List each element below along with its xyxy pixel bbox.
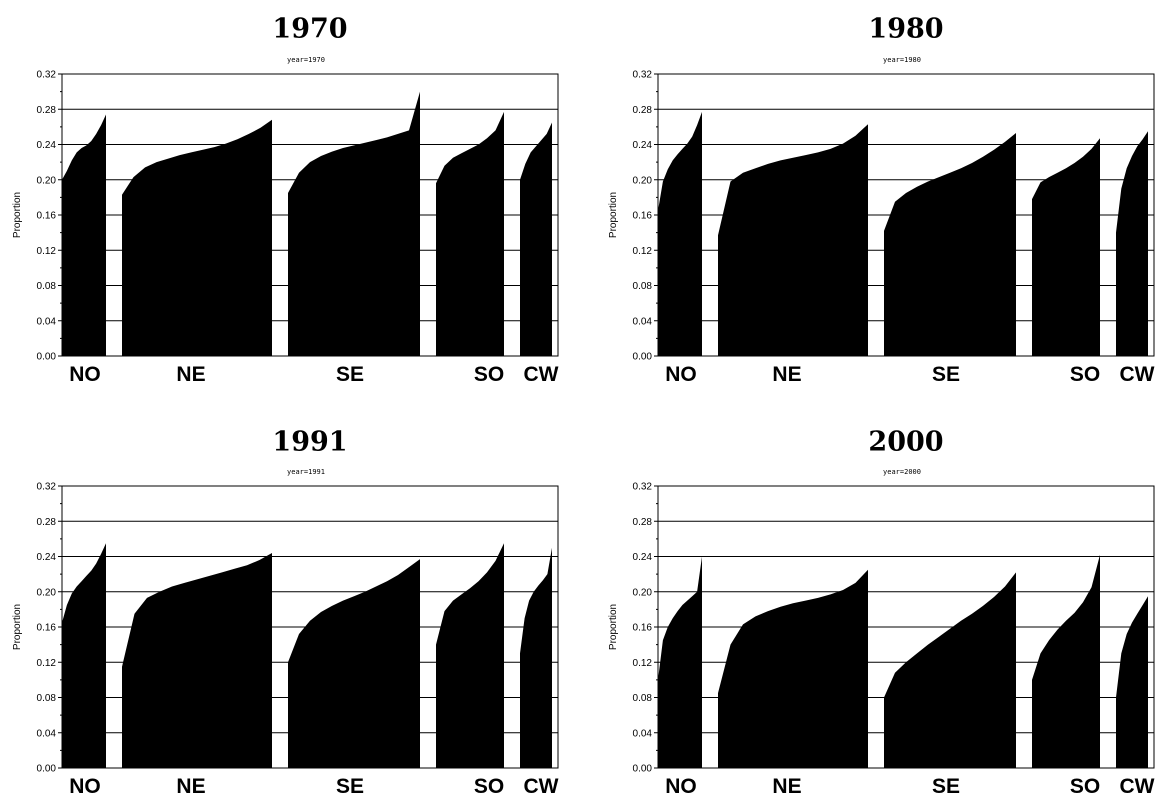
region-label-cw: CW [1120, 775, 1155, 798]
y-tick-label: 0.32 [633, 70, 653, 81]
y-tick-label: 0.32 [633, 482, 653, 493]
region-label-no: NO [665, 775, 697, 798]
y-tick-label: 0.32 [37, 482, 57, 493]
y-tick-label: 0.32 [37, 70, 57, 81]
series-shape-ne [718, 569, 868, 768]
y-axis-label: Proportion [608, 604, 619, 650]
y-tick-label: 0.20 [633, 587, 653, 598]
y-tick-label: 0.00 [633, 764, 653, 775]
series-shape-no [658, 556, 702, 768]
region-label-ne: NE [772, 363, 801, 386]
y-tick-label: 0.12 [37, 658, 57, 669]
series-shape-so [1032, 554, 1100, 768]
region-label-so: SO [474, 775, 504, 798]
y-tick-label: 0.04 [633, 728, 653, 739]
chart-title: 2000 [868, 427, 943, 458]
y-tick-label: 0.16 [37, 211, 57, 222]
y-tick-label: 0.08 [37, 281, 57, 292]
y-tick-label: 0.28 [633, 105, 653, 116]
chart-subtitle: year=1991 [287, 468, 325, 476]
series-shape-se [884, 572, 1016, 768]
region-label-so: SO [1070, 775, 1100, 798]
y-tick-label: 0.28 [633, 517, 653, 528]
region-label-no: NO [665, 363, 697, 386]
y-tick-label: 0.20 [37, 175, 57, 186]
chart-panel-2: 1991 year=1991 0.00 0.04 0.08 0.12 0.16 0.20 0.2… [12, 427, 559, 799]
y-tick-label: 0.20 [633, 175, 653, 186]
y-tick-label: 0.04 [37, 316, 57, 327]
plot-frame [61, 485, 559, 769]
series-shape-no [658, 111, 702, 357]
plot-frame [657, 485, 1155, 769]
y-tick-label: 0.12 [633, 658, 653, 669]
region-label-cw: CW [524, 363, 559, 386]
y-tick-label: 0.00 [37, 352, 57, 363]
region-label-ne: NE [176, 363, 205, 386]
y-tick-label: 0.00 [37, 764, 57, 775]
chart-subtitle: year=1970 [287, 56, 325, 64]
y-tick-label: 0.28 [37, 105, 57, 116]
region-label-se: SE [336, 363, 364, 386]
series-shape-se [884, 133, 1016, 356]
series-shape-ne [122, 553, 272, 768]
chart-panel-0: 1970 year=1970 0.00 0.04 0.08 0.12 0.16 0.20 0.2… [12, 14, 559, 387]
plot-frame [61, 73, 559, 357]
y-tick-label: 0.16 [633, 623, 653, 634]
y-tick-label: 0.16 [633, 211, 653, 222]
series-shape-ne [718, 124, 868, 356]
region-label-se: SE [932, 775, 960, 798]
chart-panel-3: 2000 year=2000 0.00 0.04 0.08 0.12 0.16 0.20 0.2… [608, 427, 1155, 799]
series-shape-so [1032, 138, 1100, 356]
region-label-cw: CW [524, 775, 559, 798]
series-shape-se [288, 559, 420, 768]
chart-panel-1: 1980 year=1980 0.00 0.04 0.08 0.12 0.16 0.20 0.2… [608, 14, 1155, 387]
y-axis-label: Proportion [12, 604, 23, 650]
region-label-ne: NE [176, 775, 205, 798]
y-tick-label: 0.12 [633, 246, 653, 257]
plot-frame [657, 73, 1155, 357]
y-tick-label: 0.16 [37, 623, 57, 634]
y-tick-label: 0.24 [633, 140, 653, 151]
chart-subtitle: year=2000 [883, 468, 921, 476]
region-label-no: NO [69, 363, 101, 386]
region-label-ne: NE [772, 775, 801, 798]
y-tick-label: 0.04 [633, 316, 653, 327]
region-label-se: SE [932, 363, 960, 386]
y-tick-label: 0.04 [37, 728, 57, 739]
y-axis-label: Proportion [608, 192, 619, 238]
y-tick-label: 0.12 [37, 246, 57, 257]
series-shape-no [62, 114, 106, 356]
series-shape-cw [1116, 131, 1148, 356]
chart-title: 1980 [868, 14, 943, 45]
region-label-no: NO [69, 775, 101, 798]
y-axis-label: Proportion [12, 192, 23, 238]
series-shape-so [436, 111, 504, 357]
y-tick-label: 0.08 [37, 693, 57, 704]
chart-title: 1970 [272, 14, 347, 45]
series-shape-so [436, 543, 504, 768]
series-shape-se [288, 91, 420, 356]
region-label-se: SE [336, 775, 364, 798]
region-label-cw: CW [1120, 363, 1155, 386]
region-label-so: SO [1070, 363, 1100, 386]
chart-title: 1991 [272, 427, 347, 458]
chart-subtitle: year=1980 [883, 56, 921, 64]
series-shape-cw [520, 547, 552, 768]
y-tick-label: 0.24 [37, 140, 57, 151]
series-shape-cw [520, 122, 552, 356]
series-shape-cw [1116, 596, 1148, 768]
series-shape-no [62, 543, 106, 768]
series-shape-ne [122, 119, 272, 356]
y-tick-label: 0.08 [633, 693, 653, 704]
y-tick-label: 0.08 [633, 281, 653, 292]
y-tick-label: 0.24 [37, 552, 57, 563]
y-tick-label: 0.00 [633, 352, 653, 363]
region-label-so: SO [474, 363, 504, 386]
y-tick-label: 0.24 [633, 552, 653, 563]
y-tick-label: 0.28 [37, 517, 57, 528]
y-tick-label: 0.20 [37, 587, 57, 598]
